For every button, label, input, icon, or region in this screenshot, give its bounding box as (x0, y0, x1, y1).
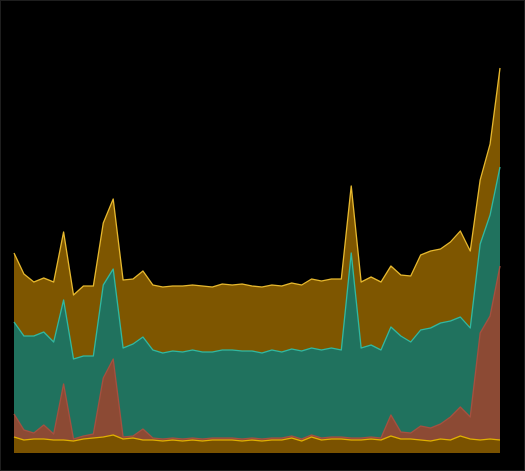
series-line-4 (13, 67, 501, 296)
series-line-2 (13, 265, 501, 440)
area-band-1 (14, 435, 500, 453)
area-band-2 (14, 266, 500, 441)
series-line-1 (13, 434, 501, 442)
area-band-3 (14, 167, 500, 439)
series-line-3 (13, 166, 501, 360)
area-band-4 (14, 68, 500, 359)
